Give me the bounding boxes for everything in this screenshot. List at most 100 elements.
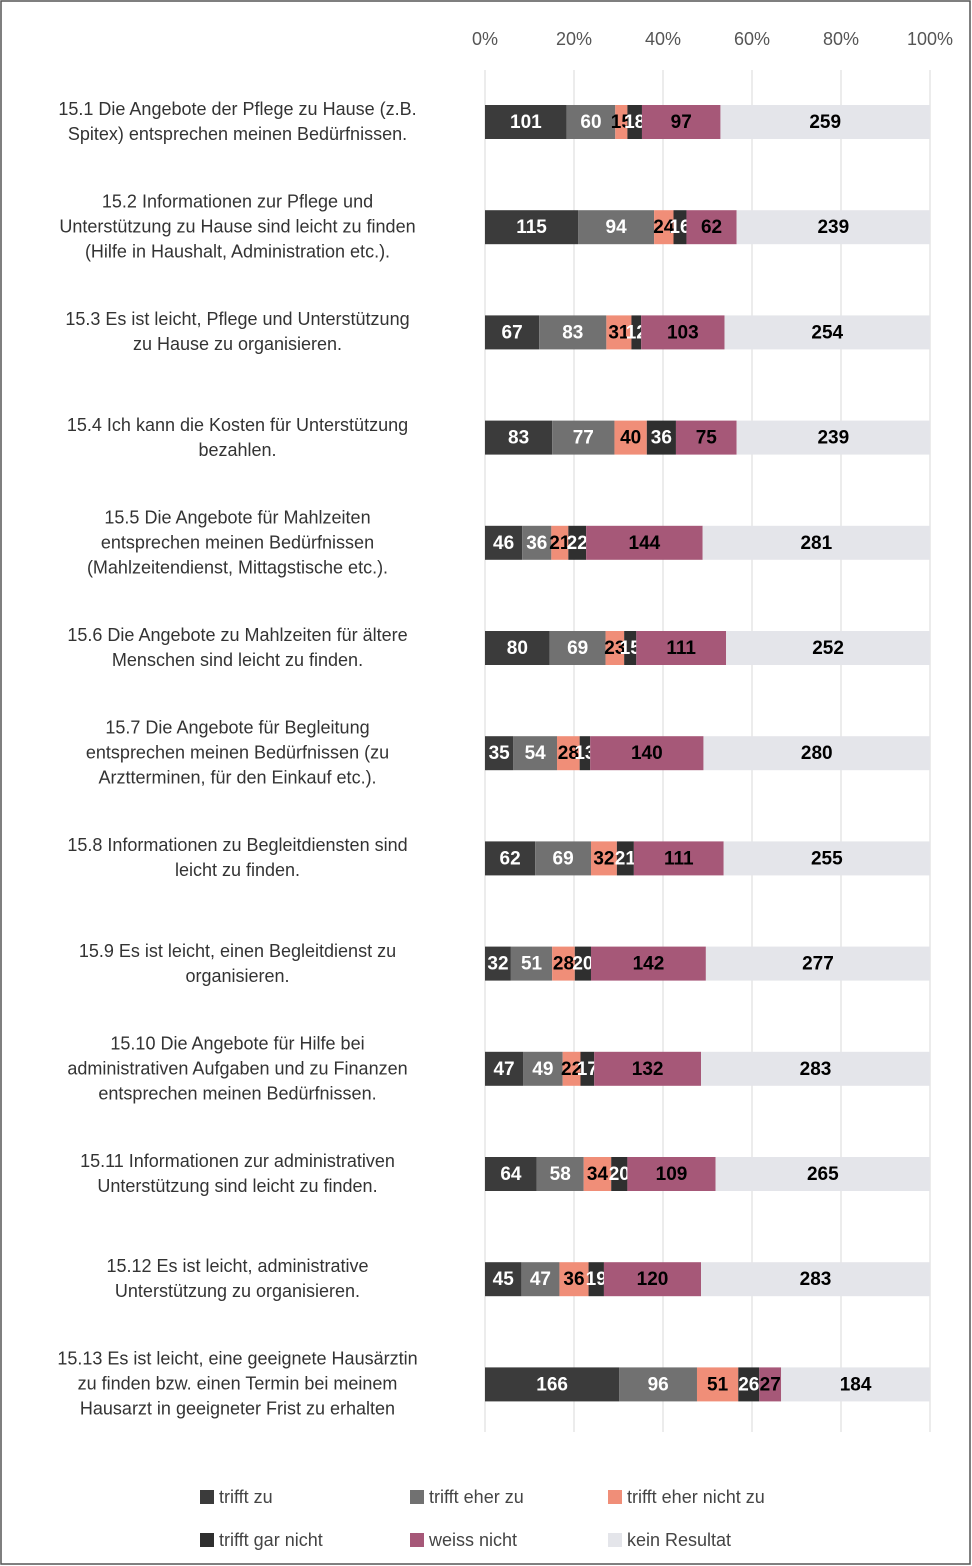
data-label: 36 [526,533,547,554]
bar-segment [646,420,676,455]
bar-segment [759,1367,782,1402]
data-label: 83 [508,428,529,449]
data-label: 184 [840,1374,872,1395]
data-label: 101 [510,112,542,133]
bar-segment [614,420,647,455]
data-label: 103 [667,322,699,343]
bar-segment [673,210,687,245]
data-label: 120 [637,1269,669,1290]
category-label: 15.10 Die Angebote für Hilfe bei adminis… [67,1033,408,1104]
bar-segment [513,736,558,771]
bar-segment [686,210,737,245]
data-label: 49 [532,1059,553,1080]
data-label: 69 [553,848,574,869]
data-label: 96 [648,1374,669,1395]
data-label: 259 [809,112,841,133]
bar-segment [485,525,523,560]
category-label: 15.11 Informationen zur administrativen … [80,1151,395,1196]
bar-segment [590,841,617,876]
bar-segment [627,1157,716,1191]
data-label: 27 [760,1374,781,1395]
bar-segment [557,736,580,771]
data-label: 80 [507,638,528,659]
bar-segment [654,210,674,245]
data-label: 47 [493,1059,514,1080]
data-label: 280 [801,743,833,764]
category-label: 15.5 Die Angebote für Mahlzeiten entspre… [86,507,389,578]
data-label: 111 [666,638,696,659]
bar-segment [703,736,930,771]
data-label: 277 [802,954,834,975]
data-label: 15 [611,112,633,133]
bar-segment [726,631,930,665]
bar-segment [590,736,704,771]
legend-swatch [608,1533,622,1547]
data-label: 281 [800,533,832,554]
data-label: 111 [664,848,694,869]
data-label: 58 [550,1164,571,1185]
x-tick-label: 80% [823,29,859,49]
bar-segment [590,946,706,981]
data-label: 24 [653,217,675,238]
bar-segment [485,210,579,245]
category-label: 15.1 Die Angebote der Pflege zu Hause (z… [58,99,417,144]
bar-segment [736,420,930,455]
data-label: 75 [696,428,718,449]
data-label: 17 [577,1059,598,1080]
data-label: 31 [608,322,630,343]
bar-segment [636,631,727,665]
bar-segment [605,631,625,665]
category-label: 15.7 Die Angebote für Begleitung entspre… [85,717,390,788]
bar-segment [631,315,642,350]
data-label: 51 [521,954,543,975]
category-label: 15.12 Es ist leicht, administrative Unte… [106,1256,369,1302]
bar-segment [552,946,575,981]
data-label: 115 [516,217,547,238]
bar-segment [723,841,930,876]
data-label: 34 [587,1164,609,1185]
data-label: 77 [573,428,594,449]
bar-segment [578,210,655,245]
bar-segment [724,315,930,350]
data-label: 26 [738,1374,759,1395]
data-label: 32 [487,954,508,975]
bar-segment [549,631,606,665]
bar-segment [580,1051,595,1086]
bar-segment [485,736,514,771]
bar-segment [521,1262,560,1297]
bar-segment [552,420,615,455]
bar-segment [715,1157,930,1191]
legend-swatch [608,1490,622,1504]
data-label: 45 [493,1269,515,1290]
data-label: 36 [563,1269,584,1290]
category-label: 15.13 Es ist leicht, eine geeignete Haus… [57,1348,418,1419]
bar-segment [485,841,536,876]
data-label: 16 [669,217,690,238]
data-label: 15 [620,638,642,659]
legend-swatch [410,1533,424,1547]
data-label: 265 [807,1164,839,1185]
data-label: 109 [656,1164,688,1185]
bar-segment [641,105,721,139]
bar-segment [522,525,552,560]
data-label: 22 [561,1059,582,1080]
data-label: 60 [580,112,601,133]
data-label: 144 [629,533,661,554]
legend-label: trifft eher nicht zu [627,1487,765,1507]
data-label: 23 [604,638,625,659]
data-label: 62 [500,848,521,869]
bar-segment [539,315,607,350]
bar-segment [586,525,703,560]
data-label: 28 [558,743,579,764]
data-label: 64 [500,1164,522,1185]
category-label: 15.9 Es ist leicht, einen Begleitdienst … [78,940,397,986]
bar-segment [566,105,616,139]
bar-segment [696,1367,739,1402]
x-tick-label: 0% [472,29,498,49]
legend-swatch [410,1490,424,1504]
category-label: 15.4 Ich kann die Kosten für Unterstützu… [66,414,409,460]
category-label: 15.3 Es ist leicht, Pflege und Unterstüt… [65,309,410,355]
x-tick-label: 40% [645,29,681,49]
